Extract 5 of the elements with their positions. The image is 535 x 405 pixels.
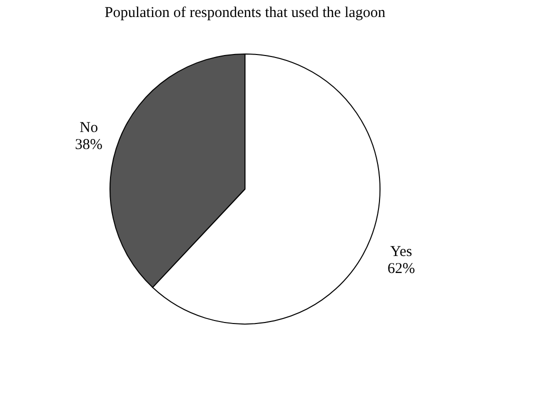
chart-title: Population of respondents that used the lagoon bbox=[104, 5, 386, 21]
slice-label: Yes bbox=[390, 244, 412, 260]
data-label: 38% bbox=[75, 137, 103, 154]
slice-label: No bbox=[80, 120, 98, 136]
data-label: 62% bbox=[387, 260, 415, 277]
